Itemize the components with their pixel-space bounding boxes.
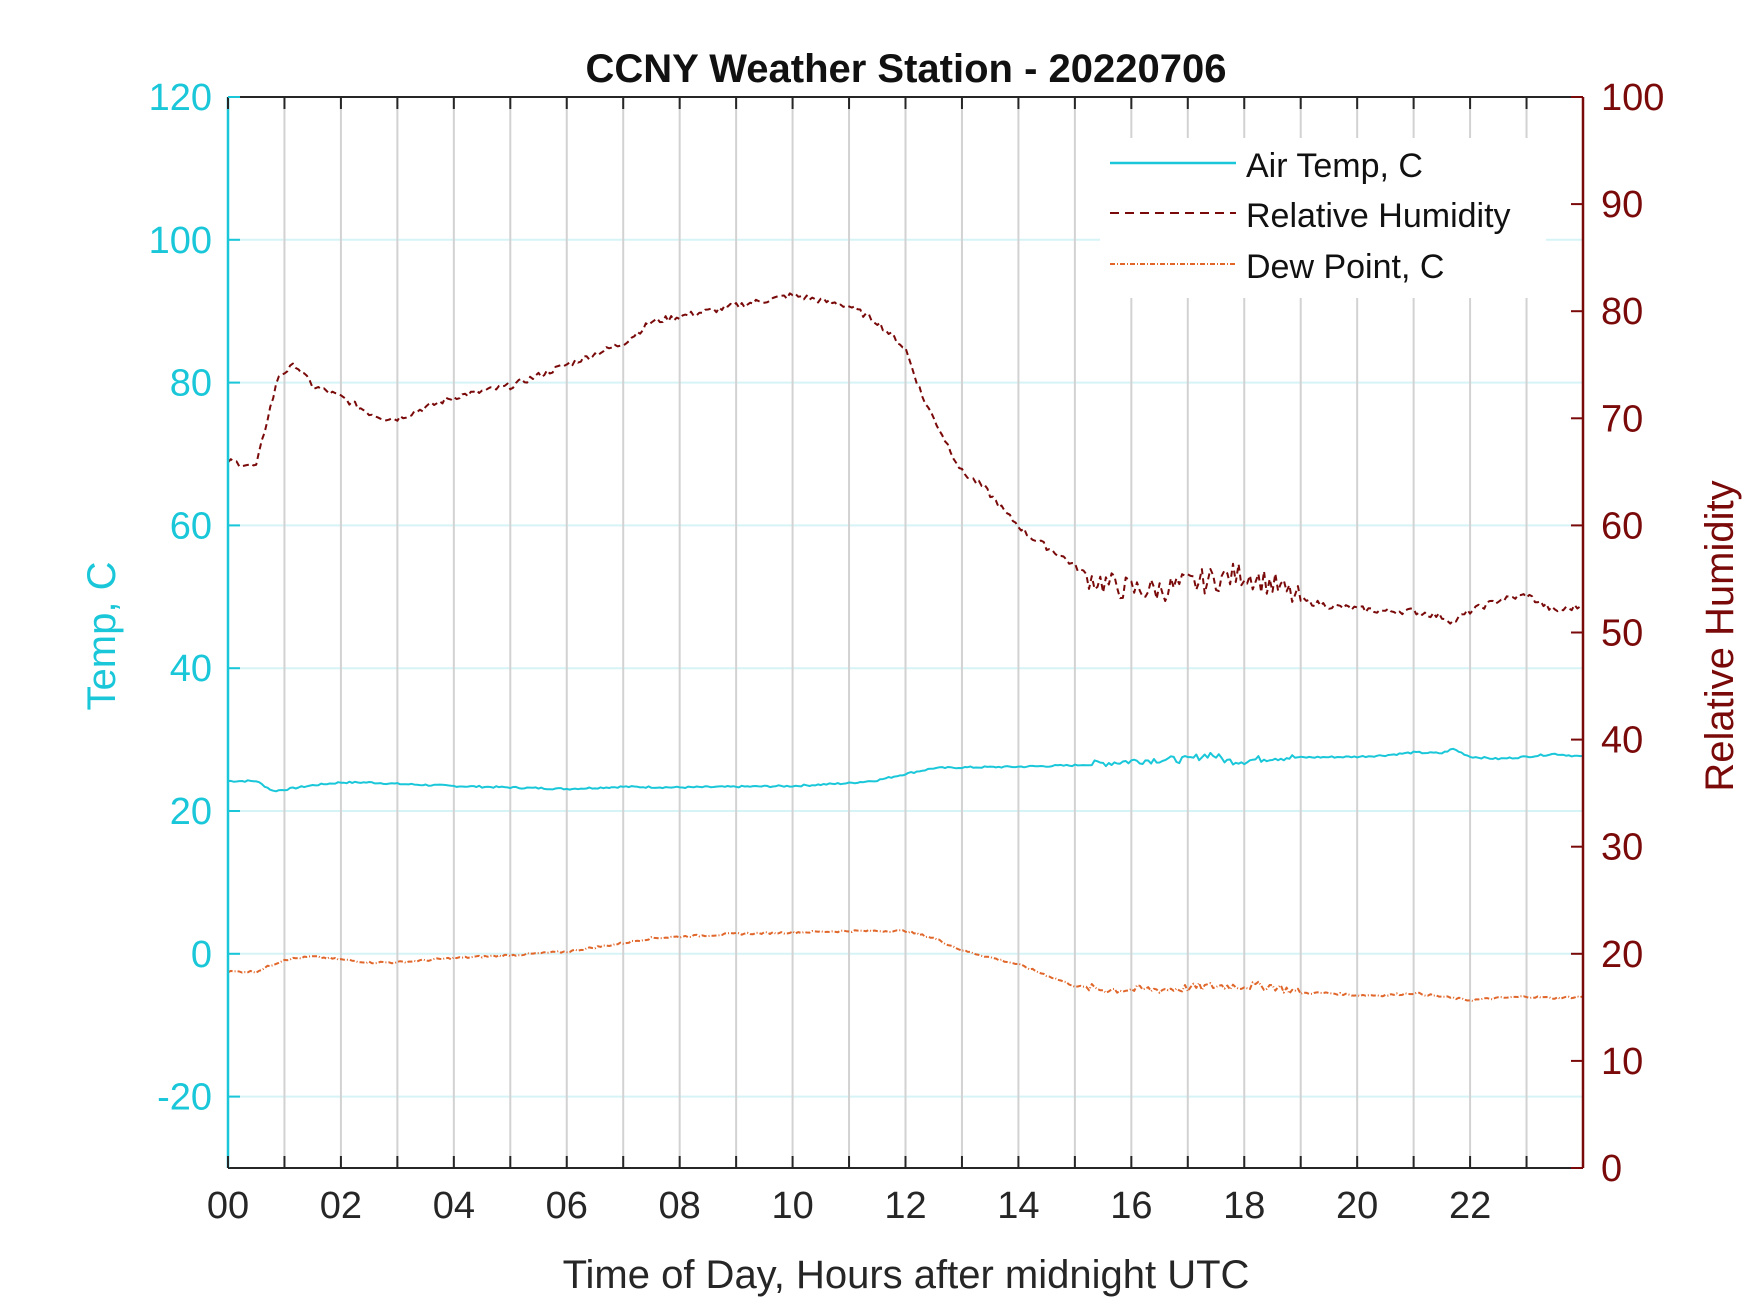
y-left-tick-label: 100: [149, 220, 212, 262]
x-axis-label: Time of Day, Hours after midnight UTC: [563, 1253, 1250, 1297]
y-left-tick-label: -20: [157, 1077, 212, 1119]
x-tick-label: 16: [1110, 1185, 1152, 1227]
x-tick-label: 14: [997, 1185, 1039, 1227]
x-tick-label: 20: [1336, 1185, 1378, 1227]
y-right-tick-label: 90: [1601, 184, 1643, 226]
y-right-tick-label: 50: [1601, 613, 1643, 655]
legend-dew-point-label: Dew Point, C: [1246, 248, 1444, 286]
x-tick-label: 08: [659, 1185, 701, 1227]
y-axis-right-label: Relative Humidity: [1698, 480, 1742, 791]
y-right-tick-label: 30: [1601, 827, 1643, 869]
y-left-tick-label: 40: [170, 648, 212, 690]
y-left-tick-label: 80: [170, 363, 212, 405]
axes-layer: 00 02 04 06 08 10 12 14 16 18 20 22-200204060801001…: [149, 77, 1665, 1227]
grid-layer: [228, 96, 1583, 1168]
x-tick-label: 06: [546, 1185, 588, 1227]
y-left-tick-label: 20: [170, 791, 212, 833]
chart-title: CCNY Weather Station - 20220706: [586, 47, 1227, 91]
x-tick-label: 00: [207, 1185, 249, 1227]
legend-humidity-label: Relative Humidity: [1246, 197, 1511, 235]
series-line-dew-point-c: [227, 929, 1584, 1002]
y-right-tick-label: 70: [1601, 398, 1643, 440]
y-right-tick-label: 100: [1601, 77, 1664, 119]
legend: Air Temp, C Relative Humidity Dew Point,…: [1100, 138, 1546, 298]
y-right-tick-label: 40: [1601, 720, 1643, 762]
y-left-tick-label: 120: [149, 77, 212, 119]
y-left-tick-label: 60: [170, 505, 212, 547]
x-tick-label: 12: [884, 1185, 926, 1227]
y-right-tick-label: 10: [1601, 1041, 1643, 1083]
x-tick-label: 02: [320, 1185, 362, 1227]
y-right-tick-label: 80: [1601, 291, 1643, 333]
series-line-air-temp-c: [227, 747, 1584, 793]
x-tick-label: 22: [1449, 1185, 1491, 1227]
x-tick-label: 18: [1223, 1185, 1265, 1227]
y-axis-left-label: Temp, C: [80, 562, 124, 711]
series-layer: [227, 292, 1584, 1002]
legend-air-temp-label: Air Temp, C: [1246, 147, 1423, 185]
y-right-tick-label: 20: [1601, 934, 1643, 976]
y-left-tick-label: 0: [191, 934, 212, 976]
y-right-tick-label: 60: [1601, 505, 1643, 547]
y-right-tick-label: 0: [1601, 1148, 1622, 1190]
x-tick-label: 04: [433, 1185, 475, 1227]
x-tick-label: 10: [771, 1185, 813, 1227]
legend-box: [1100, 138, 1546, 298]
